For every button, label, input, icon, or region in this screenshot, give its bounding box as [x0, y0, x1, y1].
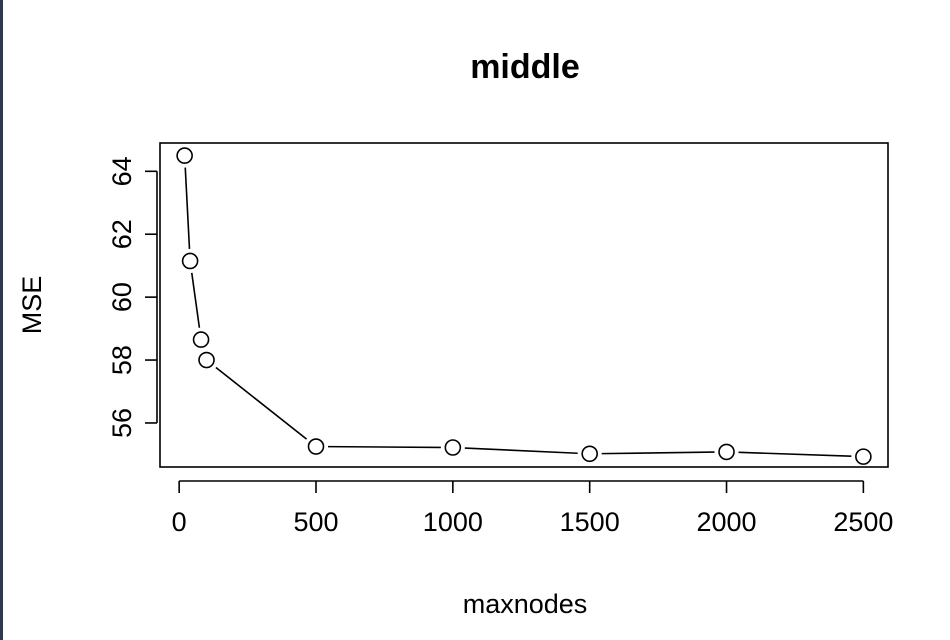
line-segment [464, 447, 578, 455]
line-segment [184, 167, 191, 250]
x-tick-label: 1500 [560, 507, 620, 537]
data-point [192, 331, 210, 348]
y-axis: 56 58 60 62 64 [107, 156, 158, 438]
line-segment [738, 451, 852, 458]
y-tick-label: 64 [107, 156, 137, 186]
mse-line-chart: middle 0 500 1000 1500 2000 2500 56 58 60 62 64 m… [17, 48, 893, 619]
x-tick-label: 2000 [696, 507, 756, 537]
y-tick-label: 56 [107, 408, 137, 438]
y-tick-label: 62 [107, 219, 137, 249]
x-tick-label: 500 [293, 507, 338, 537]
data-point [855, 448, 872, 465]
data-point [198, 351, 215, 369]
data-point [718, 443, 735, 461]
x-tick-label: 0 [172, 507, 187, 537]
line-segment [215, 366, 308, 440]
y-axis-label: MSE [17, 276, 47, 335]
data-point [581, 445, 598, 463]
chart-title: middle [470, 48, 580, 86]
x-axis: 0 500 1000 1500 2000 2500 [172, 480, 893, 537]
data-point [307, 438, 325, 455]
x-axis-label: maxnodes [463, 589, 588, 619]
y-tick-label: 58 [107, 345, 137, 375]
series-line [184, 167, 852, 458]
y-tick-label: 60 [107, 282, 137, 312]
series-points [176, 147, 872, 465]
x-tick-label: 2500 [833, 507, 893, 537]
data-point [181, 252, 199, 270]
line-segment [601, 451, 715, 455]
x-tick-label: 1000 [423, 507, 483, 537]
data-point [176, 147, 193, 164]
plot-area-border [159, 142, 889, 468]
line-segment [190, 272, 201, 328]
data-point [444, 439, 462, 456]
line-segment [327, 445, 441, 449]
